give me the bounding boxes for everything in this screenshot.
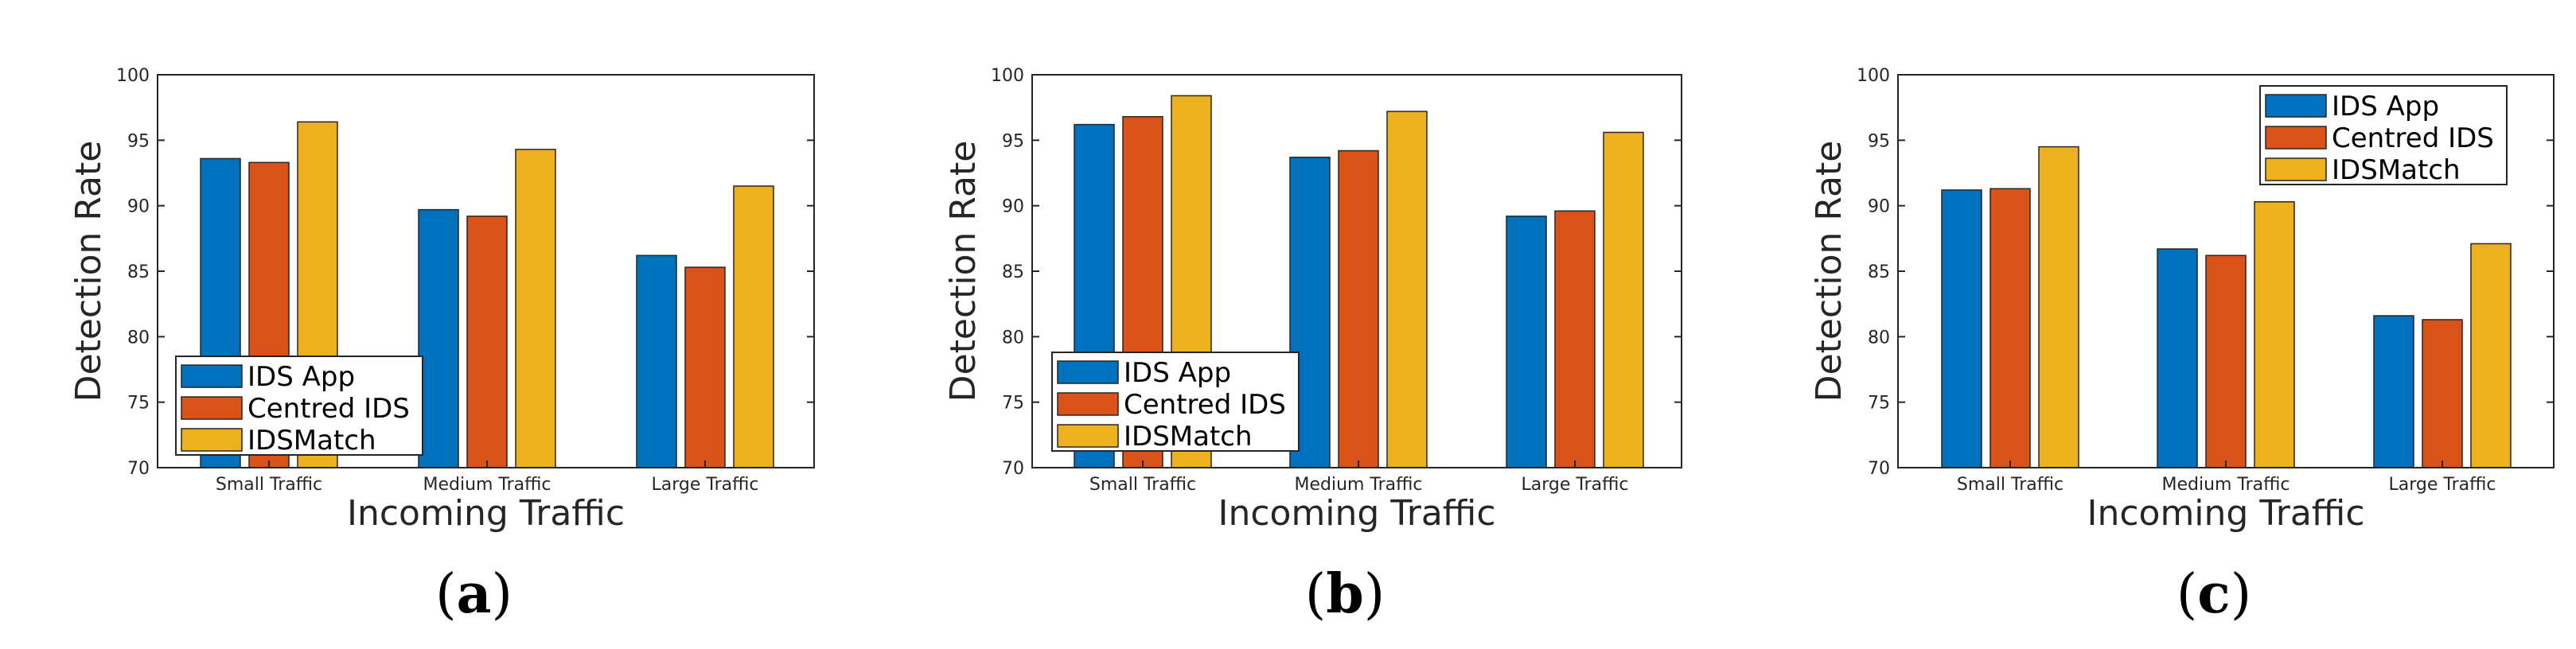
y-tick-label: 90: [1868, 197, 1890, 217]
bar-idsmatch-2: [1603, 131, 1644, 468]
legend-swatch-idsmatch: [1057, 424, 1119, 448]
legend-label: Centred IDS: [247, 393, 410, 425]
panel-label: (b): [1305, 562, 1385, 626]
y-tick-label: 100: [991, 66, 1024, 86]
y-tick-label: 95: [1002, 131, 1024, 151]
bar-idsmatch-2: [2470, 243, 2512, 468]
y-tick-label: 75: [127, 394, 150, 414]
bar-idsmatch-1: [2254, 200, 2295, 468]
y-tick-label: 95: [1868, 131, 1890, 151]
bar-ids-app-2: [2373, 315, 2414, 468]
bar-idsmatch-2: [733, 185, 774, 468]
y-tick-label: 85: [127, 262, 150, 282]
legend-label: IDSMatch: [247, 425, 376, 457]
y-tick-label: 85: [1002, 262, 1024, 282]
y-tick-label: 70: [1868, 459, 1890, 479]
x-tick-label: Large Traffic: [2389, 475, 2496, 495]
legend-label: IDS App: [247, 361, 355, 393]
x-tick-label: Small Traffic: [216, 475, 322, 495]
x-axis-label: Incoming Traffic: [347, 493, 625, 534]
legend-swatch-idsmatch: [2265, 157, 2327, 181]
legend-swatch-centred-ids: [181, 396, 243, 420]
legend-label: Centred IDS: [1124, 389, 1286, 421]
bar-centred-ids-1: [466, 216, 508, 468]
legend-label: Centred IDS: [2332, 122, 2494, 154]
bar-centred-ids-2: [2422, 319, 2463, 468]
legend-swatch-ids-app: [181, 364, 243, 388]
y-tick-label: 80: [127, 328, 150, 348]
legend-swatch-centred-ids: [1057, 392, 1119, 416]
panel-label: (c): [2177, 562, 2251, 626]
x-tick-label: Small Traffic: [1089, 475, 1196, 495]
legend-label: IDSMatch: [2332, 154, 2461, 186]
legend-label: IDS App: [2332, 91, 2439, 122]
bar-centred-ids-2: [1554, 210, 1596, 468]
panel-label: (a): [435, 562, 512, 626]
x-tick-label: Small Traffic: [1957, 475, 2064, 495]
bar-centred-ids-1: [2205, 255, 2247, 468]
x-tick-label: Medium Traffic: [2161, 475, 2290, 495]
x-axis-label: Incoming Traffic: [1218, 493, 1495, 534]
y-tick-label: 70: [1002, 459, 1024, 479]
chart-panel-b: 70 75 80 85 90 95 100 Small Traffic Medium Traff…: [943, 66, 1682, 626]
bar-centred-ids-0: [1989, 188, 2031, 468]
bar-centred-ids-1: [1338, 150, 1379, 468]
legend-label: IDS App: [1124, 357, 1231, 389]
legend-swatch-idsmatch: [181, 428, 243, 452]
bar-ids-app-2: [1506, 216, 1547, 468]
bar-ids-app-1: [2157, 248, 2198, 468]
bar-centred-ids-2: [684, 266, 726, 468]
y-tick-label: 90: [127, 197, 150, 217]
y-tick-label: 80: [1868, 328, 1890, 348]
chart-panel-a: 70 75 80 85 90 95 100 Small Traffic Medium Traff…: [68, 66, 815, 626]
y-tick-label: 70: [127, 459, 150, 479]
y-tick-label: 100: [116, 66, 150, 86]
y-tick-label: 95: [127, 131, 150, 151]
y-axis-label: Detection Rate: [1809, 141, 1849, 402]
y-tick-label: 75: [1002, 394, 1024, 414]
bar-ids-app-1: [418, 208, 459, 468]
x-tick-label: Large Traffic: [652, 475, 759, 495]
y-tick-label: 80: [1002, 328, 1024, 348]
x-tick-label: Medium Traffic: [1294, 475, 1422, 495]
y-axis-label: Detection Rate: [68, 141, 109, 402]
y-tick-label: 90: [1002, 197, 1024, 217]
x-tick-label: Medium Traffic: [423, 475, 551, 495]
bar-idsmatch-0: [2038, 146, 2079, 468]
bar-idsmatch-1: [515, 149, 556, 468]
legend-swatch-centred-ids: [2265, 126, 2327, 150]
bar-ids-app-0: [1941, 189, 1982, 468]
y-tick-label: 75: [1868, 394, 1890, 414]
chart-panel-c: 70 75 80 85 90 95 100 Small Traffic Medium Traff…: [1809, 66, 2555, 626]
bar-idsmatch-1: [1386, 111, 1428, 468]
legend-label: IDSMatch: [1124, 421, 1253, 453]
bar-ids-app-2: [636, 255, 677, 468]
legend-swatch-ids-app: [1057, 360, 1119, 384]
y-tick-label: 85: [1868, 262, 1890, 282]
x-tick-label: Large Traffic: [1522, 475, 1629, 495]
y-tick-label: 100: [1857, 66, 1890, 86]
x-axis-label: Incoming Traffic: [2087, 493, 2364, 534]
legend-swatch-ids-app: [2265, 94, 2327, 118]
y-axis-label: Detection Rate: [943, 141, 984, 402]
